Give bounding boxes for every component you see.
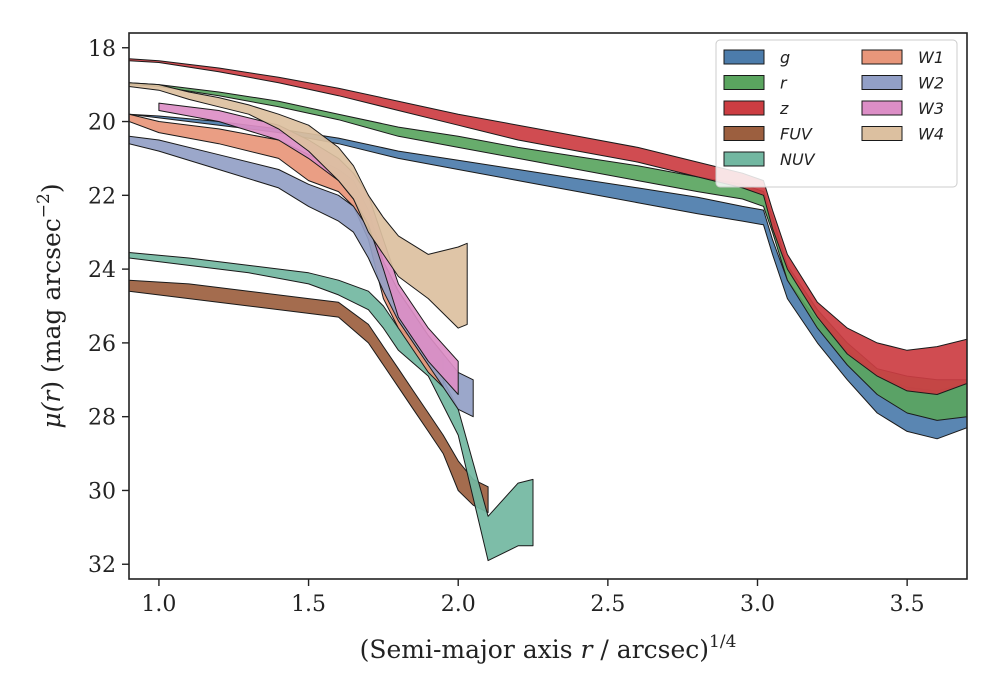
legend-swatch-r	[723, 75, 765, 90]
series-band-r	[129, 82, 967, 421]
x-axis-label-sup: 1/4	[709, 632, 736, 652]
x-axis: 1.0 1.5 2.0 2.5 3.0 3.5	[141, 579, 925, 617]
series-band-w2	[129, 135, 474, 418]
legend-swatch-g	[723, 49, 765, 65]
legend-swatch-z	[723, 100, 765, 116]
legend-label-w1: W1	[918, 48, 944, 67]
y-axis-label-var: r	[37, 389, 66, 403]
y-tick-label: 20	[88, 111, 116, 136]
x-axis-label-prefix: (Semi-major axis	[360, 635, 581, 664]
y-tick-label: 30	[88, 479, 116, 504]
legend-label-z: z	[779, 99, 789, 118]
x-tick-label: 1.0	[141, 592, 176, 617]
x-tick-label: 3.0	[740, 592, 775, 617]
series-band-nuv	[129, 252, 534, 562]
y-axis-label-prefix: μ(	[37, 401, 66, 428]
legend-label-fuv: FUV	[780, 125, 813, 144]
y-tick-label: 24	[88, 258, 116, 283]
series-band-g	[129, 113, 967, 440]
plot-frame	[128, 32, 968, 580]
legend-swatch-fuv	[723, 126, 765, 141]
legend-swatch-w3	[861, 100, 903, 116]
y-tick-label: 28	[88, 406, 116, 431]
y-axis-label: μ(r) (mag arcsec−2)	[34, 183, 66, 428]
series-band-z	[129, 58, 967, 395]
x-tick-label: 2.5	[590, 592, 625, 617]
legend-swatch-nuv	[723, 151, 765, 167]
series-band-w4	[129, 82, 468, 329]
legend-swatch-w4	[861, 126, 903, 141]
y-axis-label-suffix: ) (mag arcsec	[37, 218, 66, 391]
y-tick-label: 22	[88, 184, 116, 209]
legend: grz FUV NUV W1 W2 W3 W4	[715, 39, 958, 188]
y-axis-label-sup: −2	[34, 193, 54, 218]
x-axis-label-var: r	[581, 635, 595, 664]
x-axis-label: (Semi-major axis r / arcsec)1/4	[360, 632, 737, 664]
legend-label-g: g	[780, 48, 790, 67]
legend-label-r: r	[780, 74, 788, 93]
x-tick-label: 1.5	[291, 592, 326, 617]
legend-label-w3: W3	[918, 99, 944, 118]
legend-label-nuv: NUV	[780, 150, 816, 169]
x-tick-label: 3.5	[890, 592, 925, 617]
x-axis-label-suffix: / arcsec)	[592, 635, 709, 664]
y-tick-label: 18	[88, 37, 116, 62]
legend-swatch-w1	[861, 49, 903, 65]
y-axis-label-end: )	[37, 183, 66, 193]
series-layer	[129, 58, 967, 562]
y-axis: 18 20 22 24 26 28 30 32	[88, 37, 129, 578]
series-band-fuv	[129, 279, 489, 514]
legend-label-w2: W2	[918, 74, 944, 93]
x-tick-label: 2.0	[441, 592, 476, 617]
y-tick-label: 26	[88, 332, 116, 357]
y-tick-label: 32	[88, 553, 116, 578]
legend-swatch-w2	[861, 75, 903, 90]
legend-label-w4: W4	[918, 125, 944, 144]
